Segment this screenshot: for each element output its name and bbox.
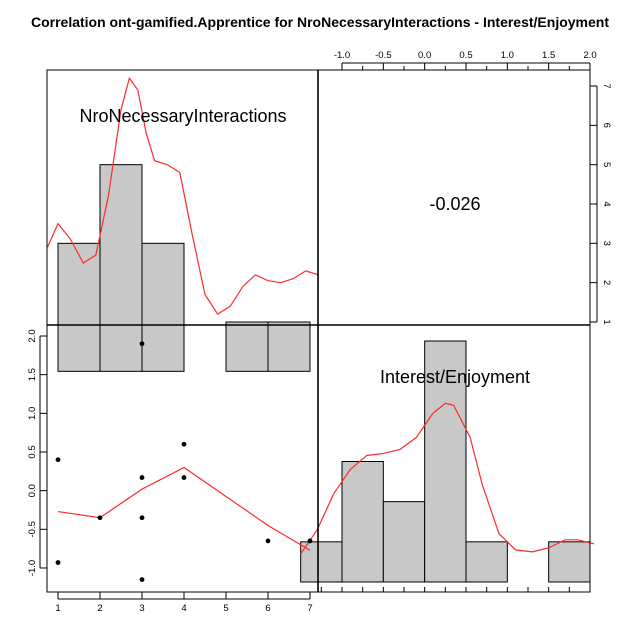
histogram-bar xyxy=(548,541,591,583)
tick-label: 6 xyxy=(601,123,612,128)
tick-label: 3 xyxy=(601,241,612,246)
histogram-bar xyxy=(57,242,101,372)
tick-label: 0.0 xyxy=(418,50,431,61)
tick-label: 0.5 xyxy=(27,445,38,458)
histogram-bar xyxy=(465,541,508,583)
tick-label: -0.5 xyxy=(27,521,38,537)
density-curve xyxy=(300,402,595,555)
smooth-line xyxy=(57,466,311,551)
scatter-point xyxy=(55,457,61,463)
tick-label: 2.0 xyxy=(27,329,38,342)
chart-title: Correlation ont-gamified.Apprentice for … xyxy=(30,14,609,30)
histogram-bar xyxy=(341,461,384,583)
tick-label: -1.0 xyxy=(334,50,350,61)
tick-label: 0.0 xyxy=(27,484,38,497)
scatter-point xyxy=(181,475,187,480)
tick-label: 1 xyxy=(601,319,612,324)
scatter-point xyxy=(307,538,313,544)
tick-label: 5 xyxy=(223,603,228,614)
density-curve xyxy=(46,76,319,315)
tick-label: 1 xyxy=(55,603,60,614)
histogram-bar xyxy=(99,164,143,372)
tick-label: 4 xyxy=(181,603,186,614)
scatter-point xyxy=(55,560,61,565)
tick-label: 3 xyxy=(139,603,144,614)
histogram-bar xyxy=(424,340,467,583)
correlation-value: -0.026 xyxy=(429,194,480,214)
histogram-bar xyxy=(141,242,185,372)
tick-label: 2.0 xyxy=(583,50,596,61)
scatter-point xyxy=(139,341,145,347)
scatter-point xyxy=(139,577,145,582)
tick-label: -1.0 xyxy=(27,560,38,576)
variable-label: NroNecessaryInteractions xyxy=(79,106,286,126)
tick-label: 1.5 xyxy=(27,368,38,381)
tick-label: 1.0 xyxy=(501,50,514,61)
scatter-point xyxy=(181,441,187,447)
tick-label: 2 xyxy=(97,603,102,614)
tick-label: 1.0 xyxy=(27,407,38,420)
tick-label: 6 xyxy=(265,603,270,614)
tick-label: 0.5 xyxy=(459,50,472,61)
histogram-bar xyxy=(382,501,426,583)
histogram-bar xyxy=(225,321,269,372)
scatter-point xyxy=(139,515,145,521)
variable-label: Interest/Enjoyment xyxy=(380,367,530,387)
tick-label: 7 xyxy=(307,603,312,614)
scatter-point xyxy=(265,538,271,544)
tick-label: 4 xyxy=(601,201,612,206)
tick-label: 5 xyxy=(601,162,612,167)
tick-label: 7 xyxy=(601,83,612,88)
scatter-point xyxy=(97,515,103,521)
tick-label: -0.5 xyxy=(375,50,391,61)
scatter-point xyxy=(139,475,145,480)
tick-label: 2 xyxy=(601,280,612,285)
tick-label: 1.5 xyxy=(542,50,555,61)
histogram-bar xyxy=(267,321,311,372)
